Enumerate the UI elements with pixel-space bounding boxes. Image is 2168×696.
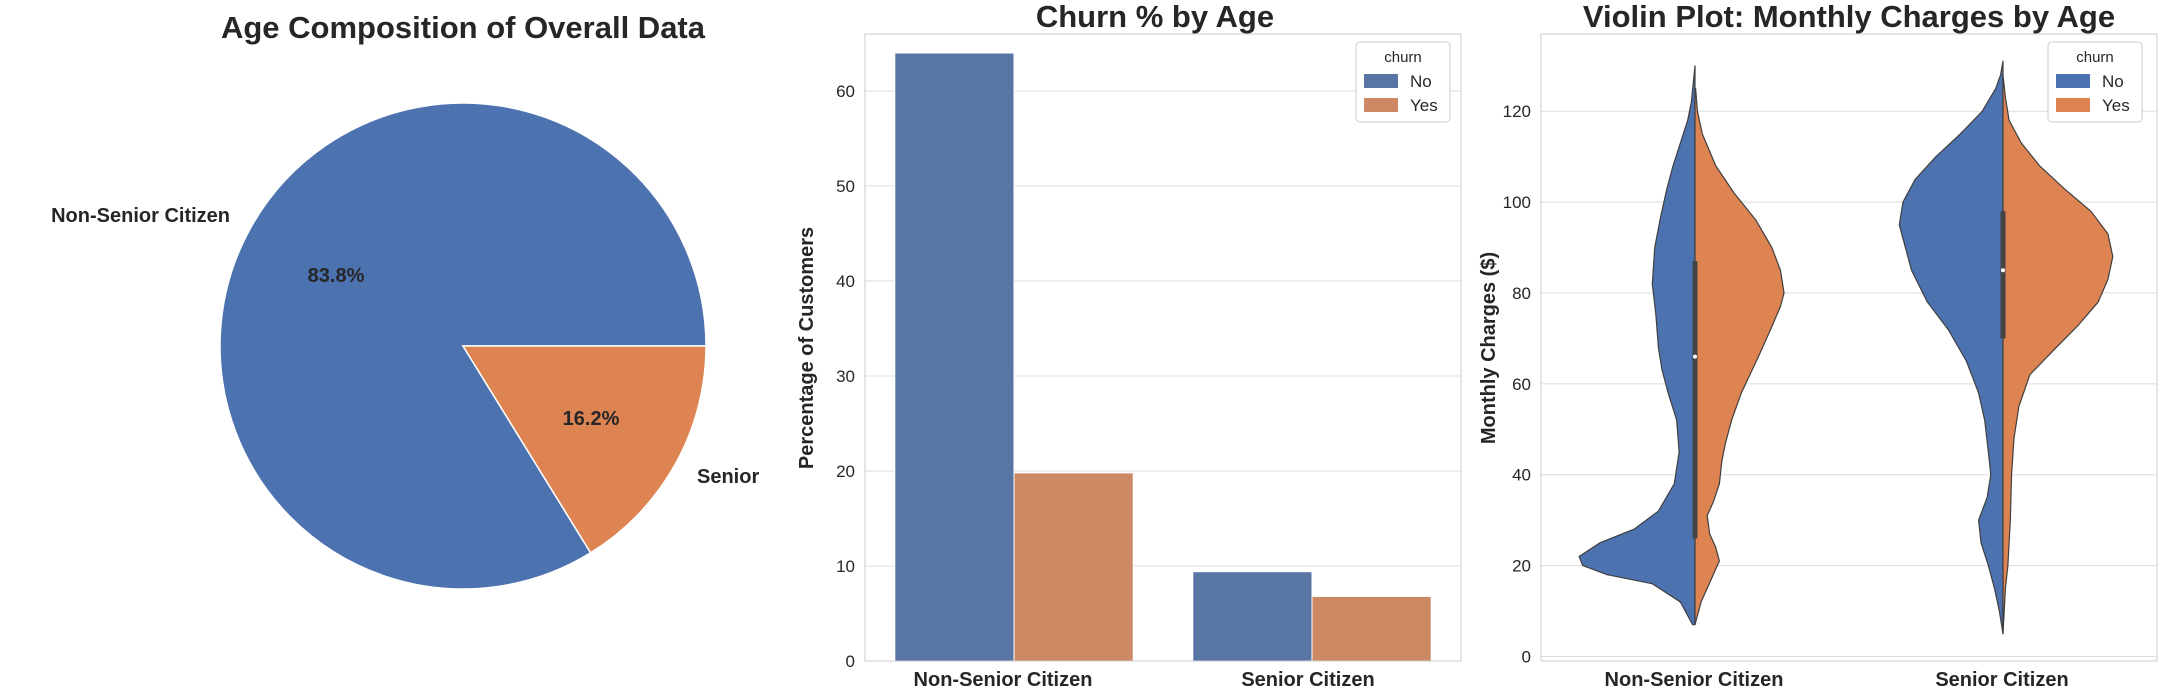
bar-yes-senior [1311, 595, 1432, 662]
violin-chart-y-tick-label: 80 [1512, 284, 1531, 303]
bar-chart-y-ticks: 0 10 20 30 40 50 60 [836, 82, 855, 671]
bar-chart-y-axis-label: Percentage of Customers [796, 227, 818, 469]
violin-no-senior [1898, 60, 2004, 635]
violin-chart-x-tick-senior: Senior Citizen [1935, 669, 2068, 691]
pie-slice-label-non-senior: Non-Senior Citizen [51, 205, 230, 227]
violin-chart-legend-swatch-yes [2056, 98, 2090, 112]
bar-chart-y-tick-label: 50 [836, 177, 855, 196]
pie-slice-pct-senior: 16.2% [563, 408, 620, 430]
bar-chart-y-tick-label: 20 [836, 462, 855, 481]
violin-chart-violins [1578, 60, 2114, 635]
violin-chart-legend-swatch-no [2056, 74, 2090, 88]
pie-slices [219, 102, 707, 590]
violin-chart-y-axis-label: Monthly Charges ($) [1478, 252, 1500, 444]
violin-chart-y-tick-label: 120 [1503, 102, 1531, 121]
pie-chart-panel: Age Composition of Overall Data Non-Seni… [51, 10, 759, 590]
violin-chart-frame [1540, 33, 2158, 662]
bar-chart-title: Churn % by Age [1036, 0, 1274, 34]
violin-yes-senior [2002, 74, 2114, 635]
violin-chart-y-ticks: 0 20 40 60 80 100 120 [1503, 102, 1531, 666]
bar-yes-non-senior [1013, 472, 1134, 662]
pie-slice-label-senior: Senior [697, 466, 759, 488]
violin-chart-y-tick-label: 0 [1522, 647, 1531, 666]
bar-chart-y-tick-label: 0 [846, 652, 855, 671]
violin-chart-legend-title-text: churn [2076, 49, 2114, 66]
violin-chart-legend-label-no: No [2102, 72, 2124, 91]
bar-chart-frame [864, 33, 1462, 662]
bar-chart-y-tick-label: 10 [836, 557, 855, 576]
bar-chart-legend-title: churn [1384, 49, 1422, 66]
bar-chart-y-tick-label: 40 [836, 272, 855, 291]
bar-chart-x-tick-senior: Senior Citizen [1241, 669, 1374, 691]
violin-chart-title: Violin Plot: Monthly Charges by Age [1583, 0, 2115, 34]
violin-no-non-senior [1578, 65, 1696, 626]
violin-chart-y-tick-label: 100 [1503, 193, 1531, 212]
bar-chart-legend: churn No Yes [1355, 41, 1451, 123]
violin-chart-x-tick-non-senior: Non-Senior Citizen [1605, 669, 1784, 691]
bar-chart-y-tick-label: 60 [836, 82, 855, 101]
pie-slice-senior [461, 345, 707, 554]
violin-chart-y-tick-label: 40 [1512, 466, 1531, 485]
bar-chart-bars [894, 52, 1432, 662]
bar-chart-x-tick-non-senior: Non-Senior Citizen [914, 669, 1093, 691]
pie-chart-title: Age Composition of Overall Data [221, 10, 706, 45]
bar-chart-legend-swatch-no [1364, 74, 1398, 88]
bar-chart-y-tick-label: 30 [836, 367, 855, 386]
bar-chart-panel: Churn % by Age 0 10 20 30 40 50 60 Percentage … [796, 0, 1462, 691]
violin-chart-legend-label-yes: Yes [2102, 96, 2130, 115]
violin-yes-non-senior [1694, 87, 1785, 626]
bar-no-non-senior [894, 52, 1015, 662]
violin-median-non-senior [1693, 354, 1697, 359]
violin-median-senior [2001, 268, 2005, 273]
bar-no-senior [1192, 571, 1313, 662]
violin-chart-panel: Violin Plot: Monthly Charges by Age 0 20 4… [1478, 0, 2158, 691]
pie-slice-pct-non-senior: 83.8% [308, 265, 365, 287]
bar-chart-legend-label-yes: Yes [1410, 96, 1438, 115]
violin-chart-y-tick-label: 20 [1512, 557, 1531, 576]
bar-chart-legend-swatch-yes [1364, 98, 1398, 112]
violin-chart-legend: No churn No Yes [2047, 41, 2143, 123]
bar-chart-legend-label-no: No [1410, 72, 1432, 91]
violin-chart-y-tick-label: 60 [1512, 375, 1531, 394]
